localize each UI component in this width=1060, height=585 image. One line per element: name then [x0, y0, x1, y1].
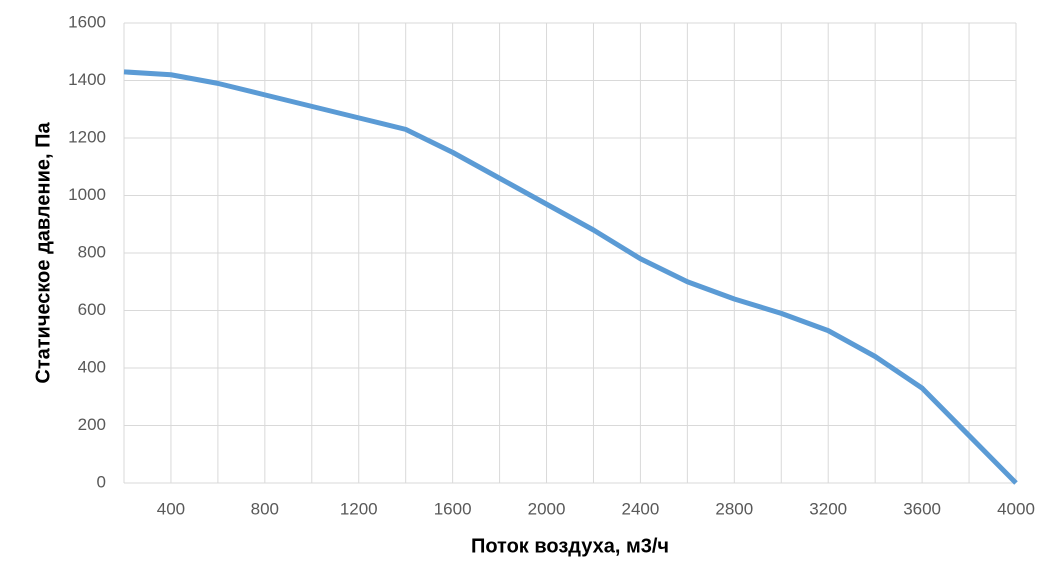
y-tick-label: 1000: [68, 185, 106, 204]
x-tick-label: 2000: [528, 499, 566, 518]
x-tick-label: 4000: [997, 499, 1035, 518]
y-tick-label: 400: [78, 357, 106, 376]
x-axis-title: Поток воздуха, м3/ч: [471, 535, 669, 557]
x-tick-label: 400: [157, 499, 185, 518]
x-tick-label: 2800: [715, 499, 753, 518]
x-tick-label: 2400: [622, 499, 660, 518]
x-tick-label: 800: [251, 499, 279, 518]
data-line: [123, 69, 1018, 485]
y-tick-label: 1200: [68, 127, 106, 146]
y-tick-label: 200: [78, 415, 106, 434]
y-tick-label: 0: [97, 472, 106, 491]
x-tick-label: 1200: [340, 499, 378, 518]
y-tick-label: 1400: [68, 70, 106, 89]
y-tick-label: 800: [78, 242, 106, 261]
y-tick-label: 600: [78, 300, 106, 319]
x-tick-label: 3600: [903, 499, 941, 518]
y-axis-title: Статическое давление, Па: [32, 122, 54, 384]
x-tick-label: 1600: [434, 499, 472, 518]
x-tick-label: 3200: [809, 499, 847, 518]
y-tick-label: 1600: [68, 12, 106, 31]
